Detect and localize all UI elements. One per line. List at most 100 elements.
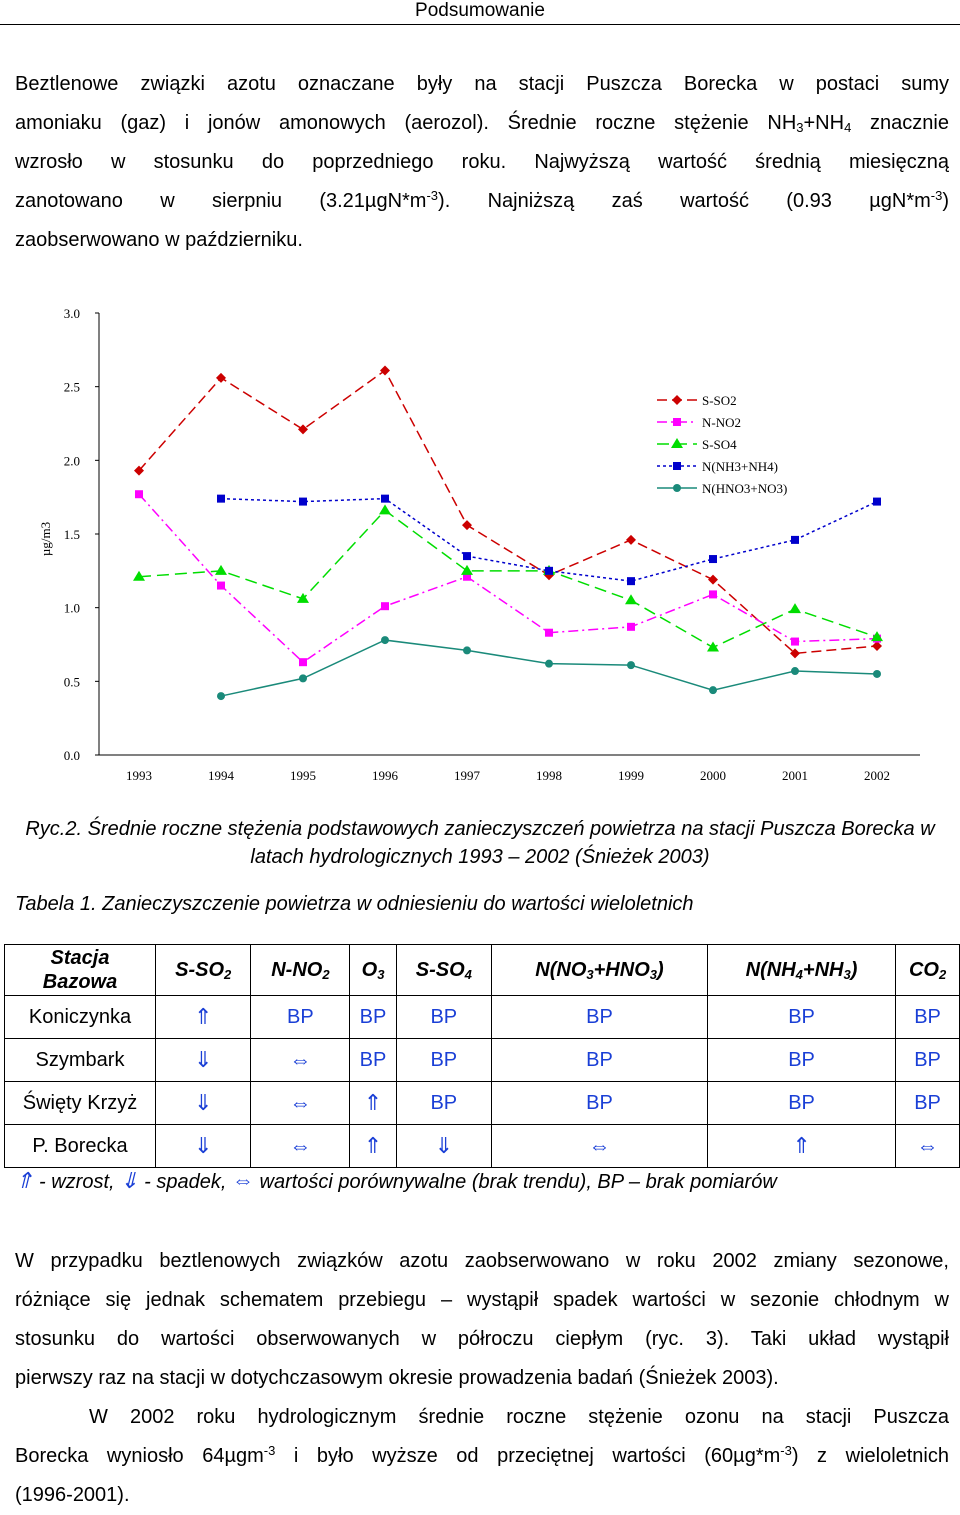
data-point [381, 602, 389, 611]
data-point [463, 646, 471, 655]
no-measurement-label: BP [430, 1048, 458, 1071]
data-point [871, 631, 883, 642]
data-point [545, 659, 553, 668]
table-cell: ⇑ [154, 995, 252, 1039]
no-measurement-label: BP [788, 1005, 815, 1028]
text-line: W 2002 roku hydrologicznym średnie roczn… [89, 1406, 949, 1428]
data-point [672, 395, 682, 405]
text-line: Beztlenowe związki azotu oznaczane były … [15, 73, 949, 95]
data-point [791, 535, 799, 544]
text-line: amoniaku (gaz) i jonów amonowych (aerozo… [15, 112, 949, 135]
header-cell: O3 [349, 944, 397, 996]
table-cell: BP [395, 1081, 493, 1125]
table-cell: BP [895, 1038, 960, 1082]
equal-arrow-icon: ⇔ [231, 1168, 254, 1193]
header-cell: N-NO2 [250, 944, 351, 996]
y-tick-label: 1.5 [64, 527, 80, 542]
legend-item: N(NH3+NH4) [657, 459, 778, 474]
up-arrow-icon: ⇑ [15, 1168, 34, 1193]
no-measurement-label: BP [914, 1048, 941, 1071]
data-point [673, 462, 681, 470]
table-cell: BP [250, 995, 351, 1039]
header-cell: S-SO2 [154, 944, 252, 996]
table-cell: BP [395, 995, 493, 1039]
data-point [671, 438, 683, 448]
x-tick-label: 1996 [372, 768, 399, 783]
pollution-line-chart: 0.00.51.01.52.02.53.0 1993 1994 1995 1996 19… [38, 306, 920, 783]
table-cell: ⇓ [395, 1124, 493, 1168]
data-point [673, 484, 681, 492]
data-point [791, 637, 799, 646]
legend-label: S-SO4 [702, 437, 737, 452]
ozone-paragraph: W 2002 roku hydrologicznym średnie roczn… [15, 1398, 949, 1515]
x-tick-label: 1993 [126, 768, 152, 783]
text-line: pierwszy raz na stacji w dotychczasowym … [15, 1367, 779, 1389]
station-name: Szymbark [4, 1038, 156, 1082]
down-arrow-icon: ⇓ [193, 1047, 213, 1072]
equal-arrow-icon: ⇔ [289, 1047, 312, 1072]
data-point [544, 570, 554, 581]
x-tick-label: 2002 [864, 768, 890, 783]
down-arrow-icon: ⇓ [193, 1090, 213, 1115]
table-cell: ⇑ [349, 1081, 397, 1125]
up-arrow-icon: ⇑ [792, 1133, 811, 1158]
text-line: różniące się jednak schematem przebiegu … [15, 1289, 949, 1311]
no-measurement-label: BP [586, 1091, 613, 1114]
table-row: P. Borecka ⇓ ⇔ ⇑ ⇓ ⇔ ⇑ ⇔ [4, 1124, 960, 1168]
series-line [138, 369, 878, 655]
table-cell: BP [491, 1038, 708, 1082]
series-line [138, 493, 878, 664]
table-cell: ⇓ [154, 1038, 252, 1082]
data-point [135, 490, 143, 499]
table-cell: BP [491, 995, 708, 1039]
text-line: zanotowano w sierpniu (3.21µgN*m-3). Naj… [15, 188, 949, 212]
table-row: Koniczynka ⇑ BP BP BP BP BP BP [4, 995, 960, 1039]
legend-item: N(HNO3+NO3) [657, 481, 787, 496]
x-tick-label: 1994 [208, 768, 235, 783]
data-point [673, 418, 681, 426]
y-tick-label: 1.0 [64, 601, 80, 616]
table-header-row: Stacja Bazowa S-SO2 N-NO2 O3 S-SO4 N(NO3+… [4, 944, 960, 996]
equal-arrow-icon: ⇔ [289, 1090, 312, 1115]
table-cell: BP [349, 1038, 397, 1082]
data-point [545, 566, 553, 575]
up-arrow-icon: ⇑ [363, 1133, 383, 1158]
table-cell: BP [895, 995, 960, 1039]
legend-label: S-SO2 [702, 393, 737, 408]
legend-label: N-NO2 [702, 415, 741, 430]
legend-item: N-NO2 [657, 415, 741, 430]
chart-legend: S-SO2 N-NO2 S-SO4 N(NH3+NH4) N(HNO3+NO3) [657, 393, 787, 496]
up-arrow-icon: ⇑ [193, 1004, 213, 1029]
data-point [709, 590, 717, 599]
x-tick-label: 1999 [618, 768, 644, 783]
table-cell: BP [395, 1038, 493, 1082]
text-line: (1996-2001). [15, 1484, 130, 1506]
table-cell: ⇓ [154, 1124, 252, 1168]
data-point [216, 372, 226, 383]
data-point [707, 641, 719, 652]
data-point [215, 564, 227, 575]
series-line [220, 639, 878, 697]
table-cell: ⇑ [706, 1124, 897, 1168]
data-point [709, 555, 717, 564]
down-arrow-icon: ⇓ [120, 1168, 139, 1193]
down-arrow-icon: ⇓ [434, 1133, 454, 1158]
data-point [708, 574, 718, 585]
table-cell: ⇓ [154, 1081, 252, 1125]
up-arrow-icon: ⇑ [363, 1090, 383, 1115]
chart-axes [95, 312, 920, 756]
no-measurement-label: BP [788, 1091, 815, 1114]
text-line: W przypadku beztlenowych związków azotu … [15, 1250, 949, 1272]
data-point [133, 570, 145, 581]
data-point [626, 534, 636, 545]
y-tick-label: 2.5 [64, 380, 80, 395]
data-point [299, 497, 307, 506]
x-tick-label: 1998 [536, 768, 562, 783]
table-cell: BP [895, 1081, 960, 1125]
data-point [791, 667, 799, 676]
header-cell: CO2 [895, 944, 960, 996]
table-title: Tabela 1. Zanieczyszczenie powietrza w o… [15, 893, 694, 915]
table-cell: ⇔ [250, 1124, 351, 1168]
data-point [379, 504, 391, 515]
no-measurement-label: BP [359, 1048, 387, 1071]
